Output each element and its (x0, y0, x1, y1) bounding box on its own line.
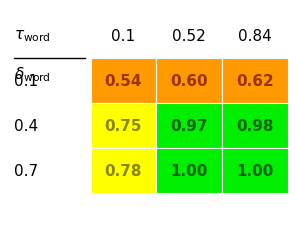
FancyBboxPatch shape (91, 148, 156, 193)
Text: $\delta_{\rm word}$: $\delta_{\rm word}$ (15, 65, 51, 84)
Text: 0.62: 0.62 (236, 74, 274, 88)
FancyBboxPatch shape (91, 103, 156, 148)
Text: 0.1: 0.1 (15, 74, 39, 88)
Text: 0.4: 0.4 (15, 118, 39, 133)
Text: $\tau_{\rm word}$: $\tau_{\rm word}$ (15, 28, 51, 44)
FancyBboxPatch shape (222, 59, 288, 103)
Text: 0.1: 0.1 (111, 29, 136, 44)
Text: 0.7: 0.7 (15, 163, 39, 178)
Text: 0.98: 0.98 (236, 118, 274, 133)
Text: 0.54: 0.54 (105, 74, 142, 88)
FancyBboxPatch shape (156, 103, 222, 148)
FancyBboxPatch shape (222, 148, 288, 193)
Text: 0.78: 0.78 (105, 163, 142, 178)
Text: 0.60: 0.60 (170, 74, 208, 88)
Text: 0.97: 0.97 (170, 118, 208, 133)
FancyBboxPatch shape (222, 103, 288, 148)
Text: 0.84: 0.84 (238, 29, 272, 44)
Text: 1.00: 1.00 (170, 163, 208, 178)
FancyBboxPatch shape (91, 59, 156, 103)
Text: 1.00: 1.00 (236, 163, 274, 178)
FancyBboxPatch shape (156, 59, 222, 103)
Text: 0.52: 0.52 (172, 29, 206, 44)
Text: 0.75: 0.75 (105, 118, 142, 133)
FancyBboxPatch shape (156, 148, 222, 193)
